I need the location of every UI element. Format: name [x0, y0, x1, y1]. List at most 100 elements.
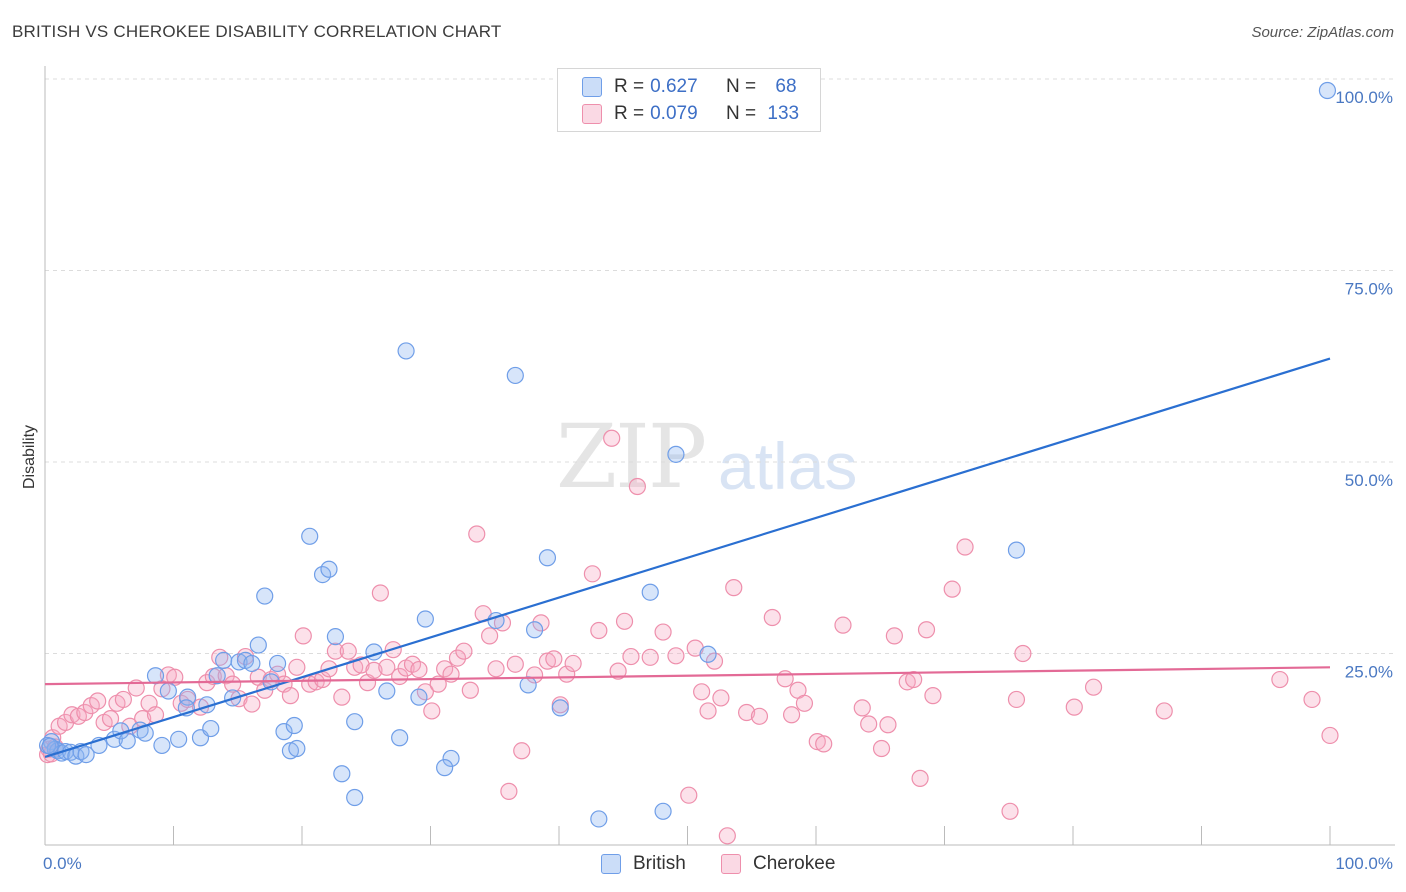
cherokee-point: [532, 614, 550, 632]
cherokee-point: [1007, 690, 1026, 709]
cherokee-point: [564, 654, 582, 673]
cherokee-point: [815, 735, 833, 753]
british-point: [208, 667, 226, 685]
cherokee-point: [776, 670, 794, 688]
axes: [44, 66, 1395, 846]
cherokee-point: [1271, 670, 1289, 689]
cherokee-point: [615, 612, 634, 630]
cherokee-point: [468, 525, 486, 543]
cherokee-point: [294, 627, 312, 645]
british-point: [1318, 81, 1337, 100]
cherokee-point: [378, 658, 396, 676]
cherokee-point: [1084, 678, 1103, 696]
cherokee-point: [166, 668, 184, 686]
cherokee-point: [371, 584, 389, 602]
cherokee-point: [448, 649, 467, 667]
cherokee-point: [590, 621, 608, 640]
british-point: [288, 739, 306, 758]
cherokee-point: [461, 681, 479, 699]
legend: R = 0.627 N = 68 R = 0.079 N = 133: [557, 68, 821, 132]
british-point: [41, 737, 59, 755]
cherokee-point: [423, 702, 441, 720]
british-points: [38, 81, 1337, 828]
cherokee-point: [513, 742, 531, 760]
legend-n-group: N = 68: [726, 76, 797, 98]
cherokee-point: [763, 608, 781, 627]
cherokee-point: [750, 707, 769, 725]
cherokee-swatch: [582, 104, 602, 124]
bottom-legend-british-label: British: [633, 853, 686, 874]
y-tick-label: 100.0%: [1335, 88, 1393, 107]
cherokee-point: [667, 647, 685, 665]
y-axis-label: Disability: [21, 425, 38, 489]
british-point: [506, 366, 524, 385]
cherokee-point: [705, 652, 724, 670]
british-point: [118, 732, 136, 750]
british-point: [551, 699, 569, 717]
cherokee-point: [641, 648, 659, 666]
cherokee-point: [879, 716, 897, 734]
cherokee-point: [281, 687, 300, 705]
british-point: [442, 749, 460, 768]
british-point: [275, 723, 293, 741]
cherokee-point: [487, 660, 505, 678]
cherokee-point: [500, 782, 518, 800]
cherokee-point: [699, 702, 717, 720]
cherokee-point: [712, 689, 730, 707]
british-point: [416, 610, 434, 628]
cherokee-point: [288, 658, 306, 676]
cherokee-point: [101, 710, 120, 728]
axis-labels: 25.0% 50.0% 75.0% 100.0% 0.0% 100.0% Disabilit…: [21, 88, 1393, 873]
cherokee-point: [339, 642, 357, 660]
cherokee-point: [224, 675, 242, 693]
y-tick-label: 50.0%: [1345, 471, 1393, 490]
british-trend-line: [44, 357, 1331, 758]
legend-r-label: R =: [614, 103, 645, 124]
cherokee-point: [410, 660, 428, 679]
british-point: [436, 759, 454, 777]
british-point: [285, 716, 303, 735]
legend-r-label: R =: [614, 76, 645, 97]
british-point: [202, 719, 220, 738]
british-point: [410, 688, 428, 706]
legend-r-value: 0.627: [650, 76, 698, 97]
cherokee-point: [718, 827, 736, 845]
cherokee-point: [603, 429, 621, 447]
british-point: [391, 729, 409, 747]
cherokee-point: [622, 647, 640, 666]
british-point: [641, 583, 659, 601]
british-point: [346, 713, 364, 731]
legend-n-value: 133: [767, 103, 800, 124]
british-point: [170, 730, 188, 748]
cherokee-point: [1001, 802, 1019, 820]
cherokee-point: [545, 650, 563, 668]
cherokee-point: [680, 786, 698, 804]
cherokee-point: [1155, 702, 1173, 720]
cherokee-point: [1014, 644, 1032, 663]
bottom-legend-cherokee: Cherokee: [721, 851, 835, 877]
british-point: [519, 676, 537, 694]
british-point: [333, 765, 351, 783]
cherokee-point: [609, 662, 627, 680]
legend-r-value: 0.079: [650, 103, 698, 124]
cherokee-point: [1065, 698, 1083, 716]
cherokee-trend-line: [44, 666, 1331, 686]
british-point: [699, 645, 717, 663]
cherokee-point: [429, 675, 447, 693]
british-point: [77, 746, 95, 764]
legend-n-label: N =: [726, 76, 757, 97]
british-point: [243, 654, 261, 673]
cherokee-point: [481, 627, 499, 645]
cherokee-point: [725, 579, 743, 597]
british-point: [249, 636, 267, 654]
british-point: [159, 682, 177, 700]
cherokee-point: [860, 715, 878, 733]
british-point: [654, 802, 672, 820]
cherokee-point: [365, 661, 383, 679]
cherokee-point: [782, 706, 801, 724]
trend-lines: [44, 357, 1331, 758]
cherokee-point: [905, 670, 923, 689]
cherokee-point: [795, 694, 814, 712]
british-point: [525, 621, 544, 639]
legend-n-group: N = 133: [726, 103, 799, 125]
